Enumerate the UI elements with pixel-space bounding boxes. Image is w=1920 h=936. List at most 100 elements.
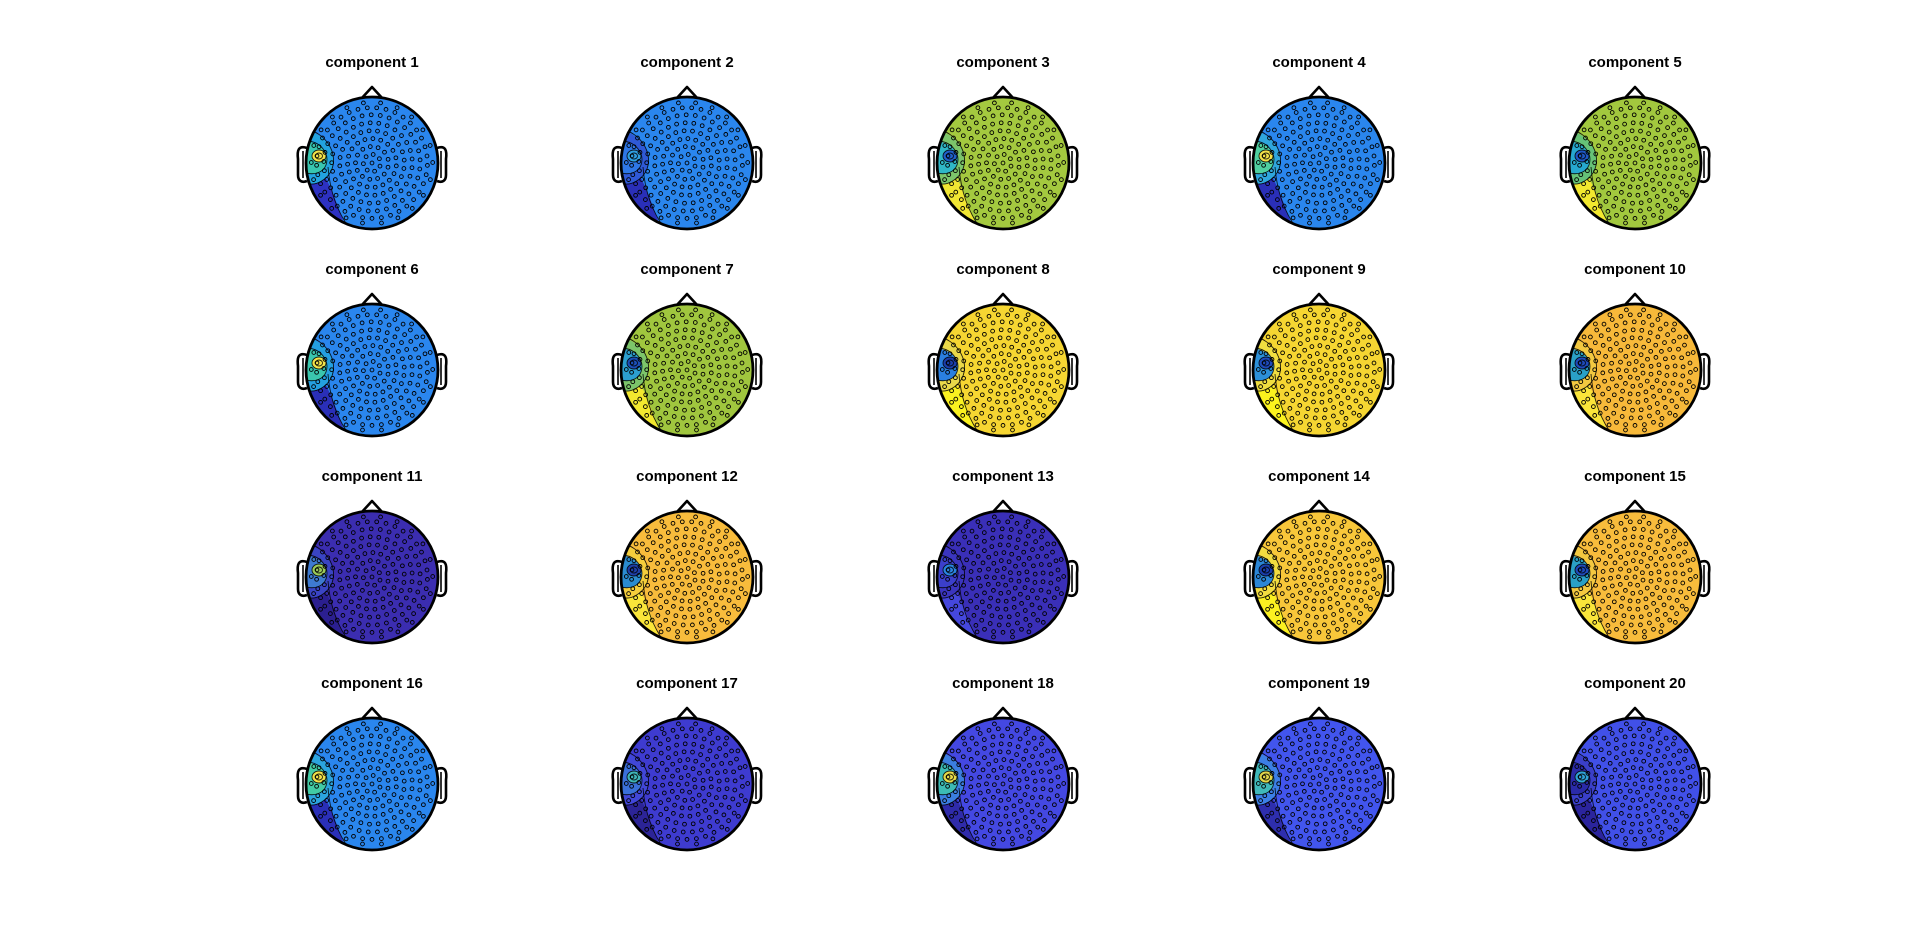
electrode-marker (1653, 769, 1659, 774)
electrode-marker (658, 629, 664, 635)
electrode-marker (1015, 827, 1020, 833)
electrode-marker (1650, 384, 1655, 390)
electrode-marker (1595, 798, 1601, 803)
electrode-marker (314, 360, 320, 366)
electrode-marker (732, 157, 738, 163)
electrode-marker (375, 559, 381, 565)
electrode-marker (1625, 551, 1631, 556)
electrode-marker (977, 583, 983, 589)
electrode-marker (421, 399, 426, 405)
electrode-marker (1322, 749, 1327, 755)
electrode-marker (1632, 216, 1638, 221)
electrode-marker (331, 534, 337, 540)
electrode-marker (1360, 139, 1365, 145)
electrode-marker (1363, 148, 1368, 154)
electrode-marker (1358, 391, 1364, 396)
electrode-marker (1680, 157, 1686, 163)
electrode-marker (1317, 773, 1323, 778)
electrode-marker (981, 737, 987, 742)
electrode-marker (1659, 416, 1665, 421)
electrode-marker (644, 754, 650, 760)
electrode-marker (357, 802, 362, 808)
electrode-marker (961, 735, 966, 741)
electrode-marker (364, 184, 370, 190)
electrode-marker (385, 348, 391, 354)
electrode-marker (988, 388, 993, 394)
electrode-marker (731, 355, 736, 361)
head-outline (619, 716, 755, 852)
electrode-marker (360, 588, 365, 593)
electrode-marker (383, 521, 389, 526)
electrode-marker (674, 113, 680, 119)
electrode-marker (318, 802, 323, 808)
electrode-marker (1055, 360, 1061, 366)
electrode-marker (708, 370, 714, 376)
electrode-marker (392, 203, 398, 208)
electrode-marker (1618, 566, 1623, 572)
electrode-marker (1265, 595, 1270, 601)
electrode-marker (343, 629, 349, 635)
electrode-marker (1618, 773, 1623, 779)
electrode-marker (316, 765, 322, 771)
electrode-marker (732, 787, 738, 793)
electrode-marker (1331, 620, 1336, 626)
electrode-marker (320, 756, 325, 762)
electrode-marker (1677, 541, 1682, 547)
electrode-marker (977, 317, 983, 322)
electrode-marker (1324, 734, 1330, 739)
electrode-marker (1657, 740, 1663, 746)
electrode-marker (384, 413, 389, 419)
electrode-marker (1311, 598, 1317, 604)
electrode-marker (1337, 562, 1343, 567)
electrode-marker (675, 841, 680, 847)
electrode-marker (1577, 360, 1583, 366)
electrode-marker (1287, 768, 1292, 773)
component-title: component 9 (1272, 261, 1366, 278)
electrode-marker (332, 384, 338, 389)
electrode-marker (345, 575, 350, 581)
electrode-marker (1265, 802, 1270, 808)
electrode-marker (1600, 757, 1606, 762)
component-title: component 11 (321, 468, 423, 485)
electrode-marker (1577, 567, 1583, 573)
electrode-marker (1298, 626, 1303, 632)
electrode-marker (699, 198, 704, 203)
electrode-marker (1616, 781, 1621, 787)
nose-outline (1307, 706, 1331, 721)
electrode-marker (408, 546, 414, 551)
electrode-marker (1371, 360, 1377, 366)
electrode-marker (1667, 140, 1673, 145)
electrode-marker (1356, 735, 1361, 741)
electrode-marker (637, 603, 643, 609)
electrode-marker (1348, 787, 1354, 792)
electrode-marker (946, 379, 952, 385)
electrode-marker (1030, 754, 1035, 759)
electrode-marker (1334, 177, 1339, 183)
electrode-marker (1040, 786, 1046, 792)
electrode-marker (1039, 546, 1045, 551)
electrode-marker (1303, 414, 1309, 419)
electrode-marker (1632, 367, 1638, 373)
electrode-marker (991, 381, 996, 386)
electrode-marker (685, 343, 691, 348)
electrode-marker (728, 553, 733, 559)
electrode-marker (1269, 189, 1275, 195)
electrode-marker (637, 810, 643, 816)
electrode-marker (690, 145, 696, 151)
electrode-marker (1648, 578, 1654, 584)
electrode-marker (1366, 135, 1371, 141)
electrode-marker (693, 514, 698, 520)
electrode-marker (987, 828, 993, 833)
electrode-marker (1592, 160, 1598, 166)
electrode-marker (343, 215, 349, 221)
electrode-marker (675, 215, 680, 220)
electrode-marker (1584, 573, 1590, 578)
electrode-marker (736, 192, 741, 198)
electrode-marker (1035, 824, 1041, 830)
electrode-marker (391, 378, 397, 383)
electrode-marker (421, 813, 426, 819)
electrode-marker (1621, 199, 1627, 205)
electrode-marker (1025, 533, 1031, 539)
electrode-marker (1596, 192, 1602, 198)
electrode-marker (1013, 149, 1018, 155)
